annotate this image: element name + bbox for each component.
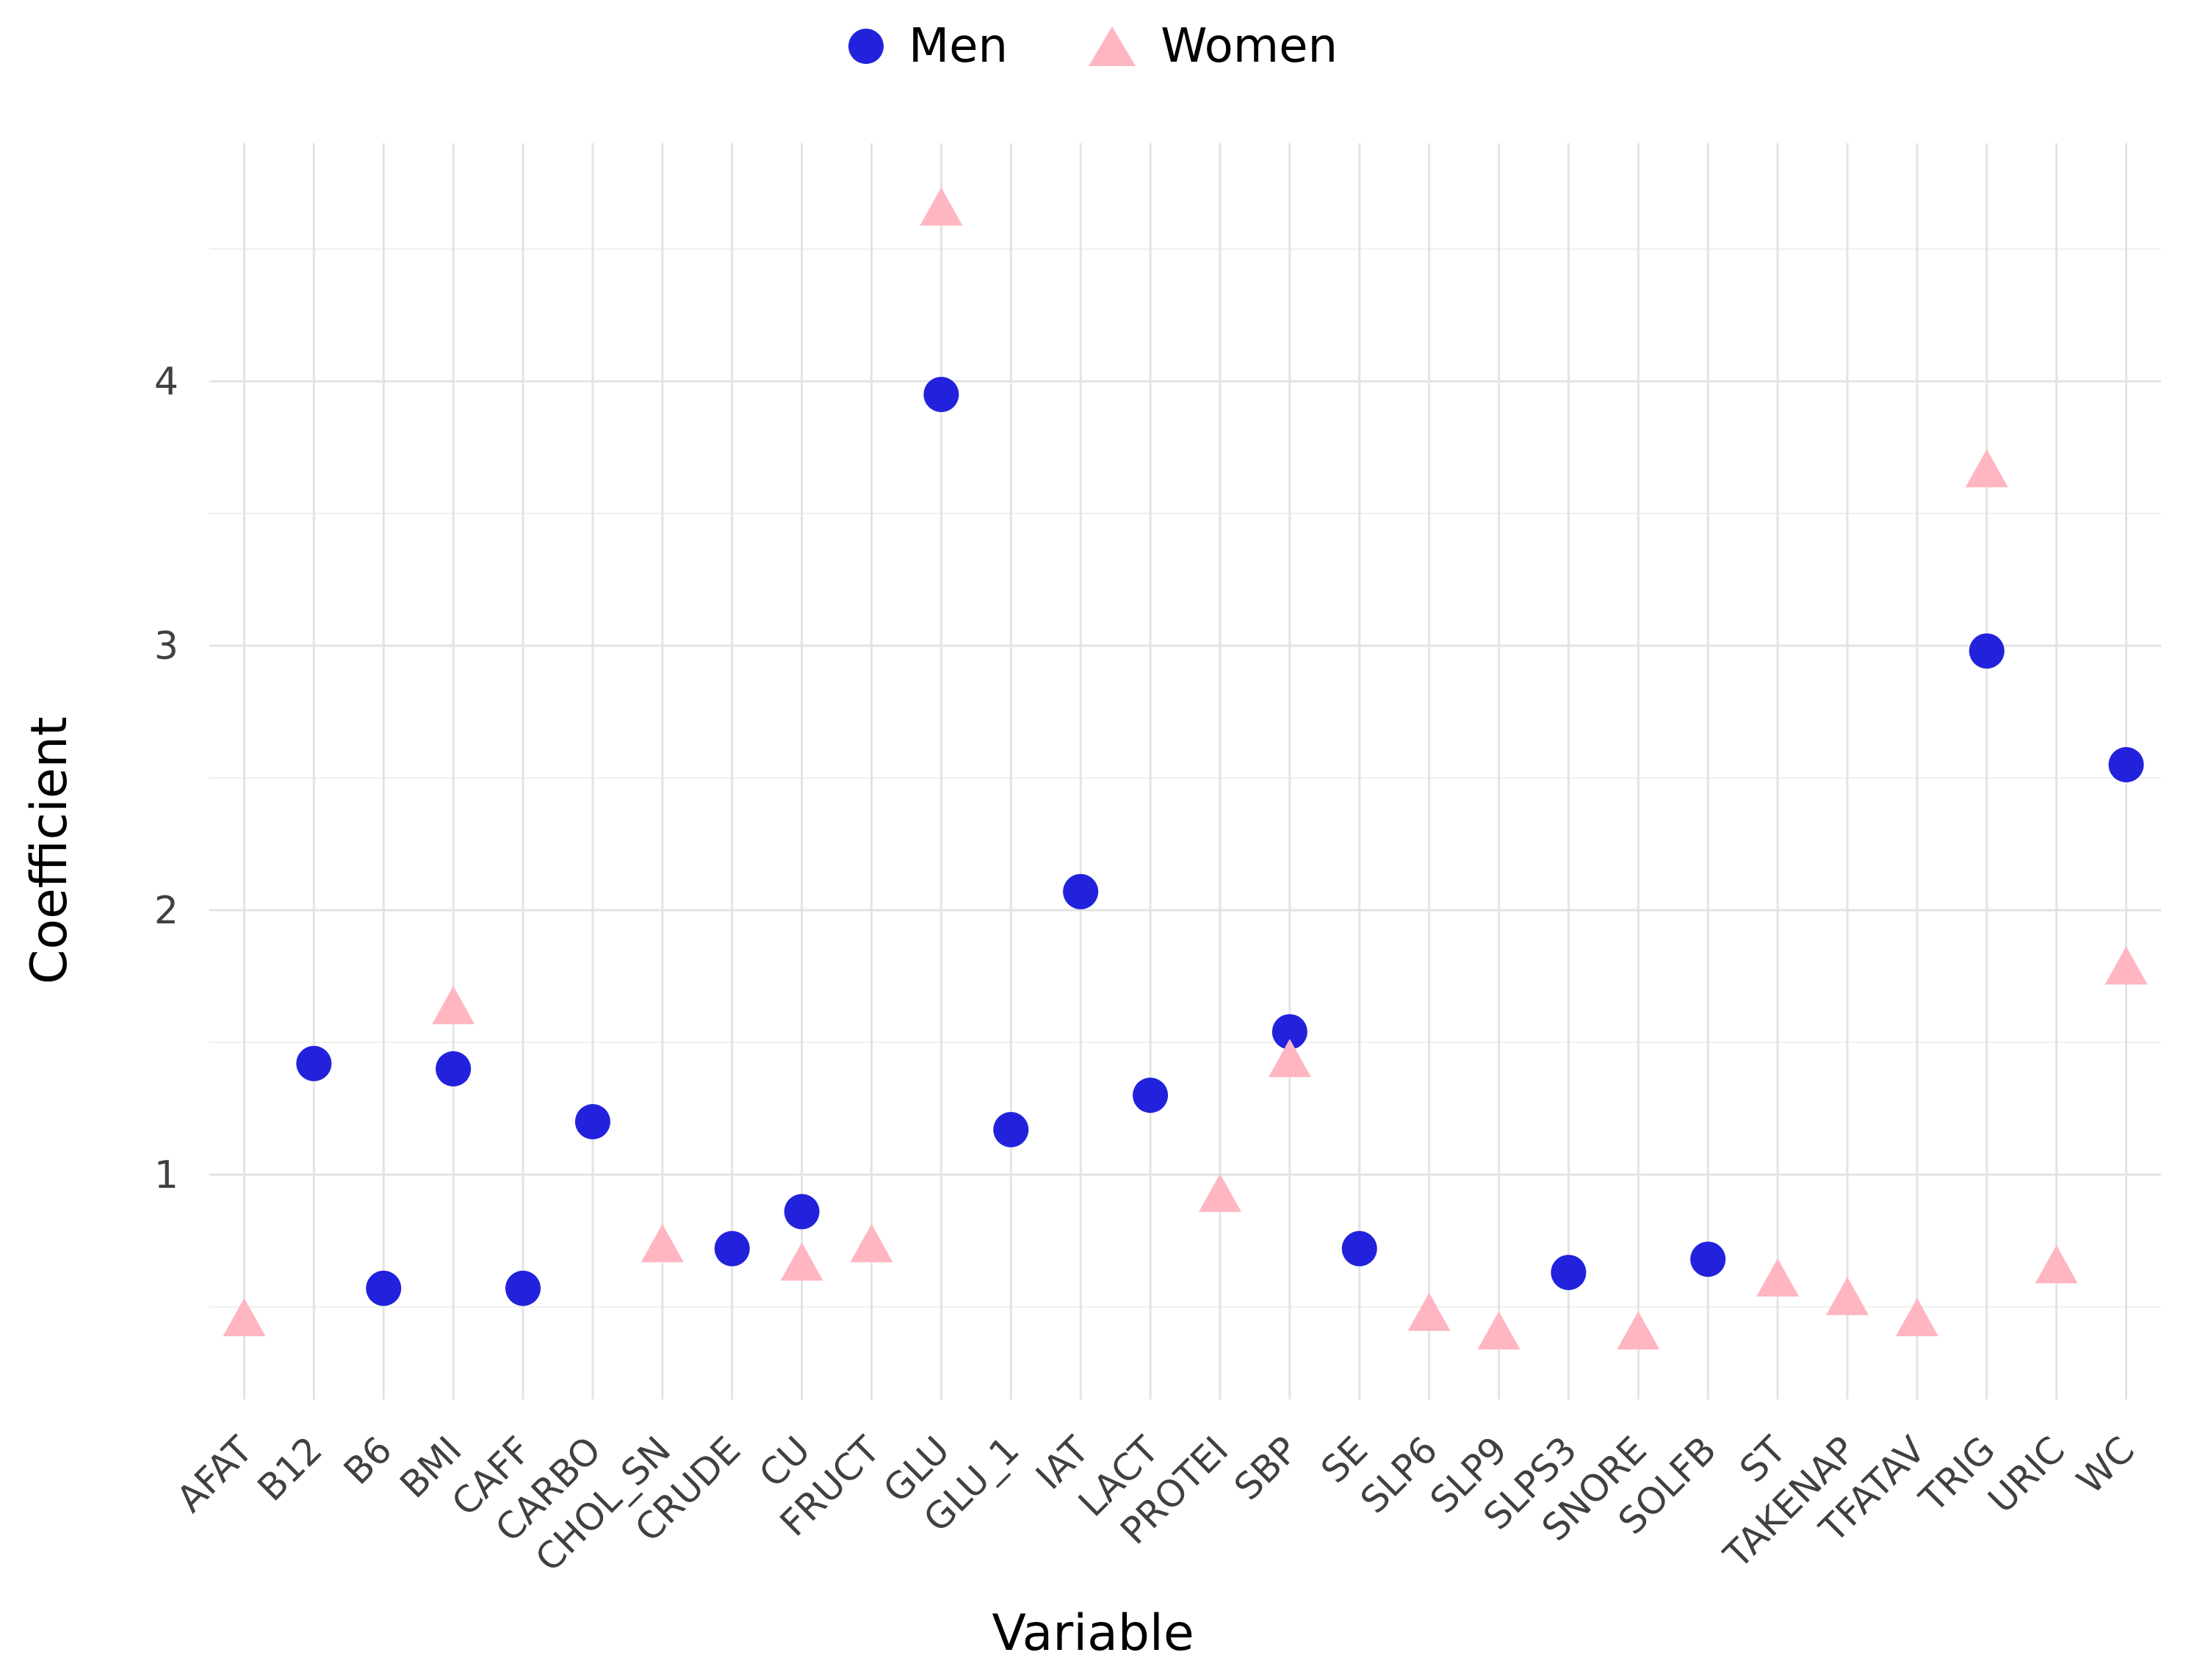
legend-item-women: Women bbox=[1089, 19, 1338, 73]
men-point bbox=[1551, 1255, 1587, 1291]
y-tick-label: 4 bbox=[154, 360, 178, 404]
women-point bbox=[1198, 1173, 1241, 1212]
y-tick-label: 2 bbox=[154, 889, 178, 933]
x-axis-title: Variable bbox=[992, 1604, 1194, 1662]
women-point bbox=[780, 1242, 823, 1281]
y-axis-title: Coefficient bbox=[21, 716, 79, 984]
men-point bbox=[784, 1194, 820, 1230]
men-marker-icon bbox=[848, 29, 884, 64]
x-tick-label: B6 bbox=[336, 1428, 400, 1493]
women-point bbox=[920, 187, 963, 226]
men-point bbox=[436, 1051, 472, 1086]
legend-label-women: Women bbox=[1161, 19, 1338, 73]
women-point bbox=[850, 1224, 893, 1263]
legend-item-men: Men bbox=[848, 19, 1008, 73]
legend-label-men: Men bbox=[908, 19, 1009, 73]
women-point bbox=[2035, 1245, 2078, 1283]
x-tick-label: AFAT bbox=[169, 1428, 261, 1521]
x-tick-label: SBP bbox=[1226, 1428, 1306, 1508]
women-point bbox=[641, 1224, 684, 1263]
men-point bbox=[923, 377, 959, 412]
women-point bbox=[1407, 1292, 1451, 1331]
men-point bbox=[296, 1045, 332, 1081]
men-point bbox=[993, 1111, 1029, 1147]
y-tick-label: 3 bbox=[154, 624, 178, 668]
men-point bbox=[366, 1270, 402, 1306]
women-marker-icon bbox=[1089, 26, 1136, 66]
men-point bbox=[1271, 1014, 1307, 1050]
women-point bbox=[2104, 946, 2148, 985]
women-point bbox=[1756, 1258, 1800, 1297]
legend: Men Women bbox=[0, 19, 2186, 73]
x-tick-label: URIC bbox=[1980, 1428, 2074, 1521]
men-point bbox=[574, 1104, 610, 1139]
women-point bbox=[1825, 1277, 1869, 1316]
men-point bbox=[2108, 747, 2144, 782]
women-point bbox=[223, 1298, 266, 1336]
y-tick-label: 1 bbox=[154, 1153, 178, 1197]
men-point bbox=[1969, 633, 2005, 669]
women-point bbox=[1895, 1298, 1938, 1336]
women-point bbox=[1617, 1311, 1660, 1349]
women-point bbox=[1965, 449, 2008, 488]
women-point bbox=[432, 986, 475, 1025]
women-point bbox=[1477, 1311, 1521, 1349]
men-point bbox=[714, 1230, 750, 1266]
men-point bbox=[505, 1270, 541, 1306]
x-tick-label: B12 bbox=[250, 1428, 331, 1509]
men-point bbox=[1063, 873, 1099, 909]
men-point bbox=[1133, 1078, 1169, 1113]
x-tick-label: WC bbox=[2068, 1428, 2143, 1502]
men-point bbox=[1341, 1230, 1377, 1266]
women-point bbox=[1268, 1039, 1311, 1078]
x-tick-label: TRIG bbox=[1911, 1428, 2004, 1521]
x-tick-label: SLP6 bbox=[1352, 1428, 1446, 1521]
men-point bbox=[1690, 1241, 1726, 1277]
